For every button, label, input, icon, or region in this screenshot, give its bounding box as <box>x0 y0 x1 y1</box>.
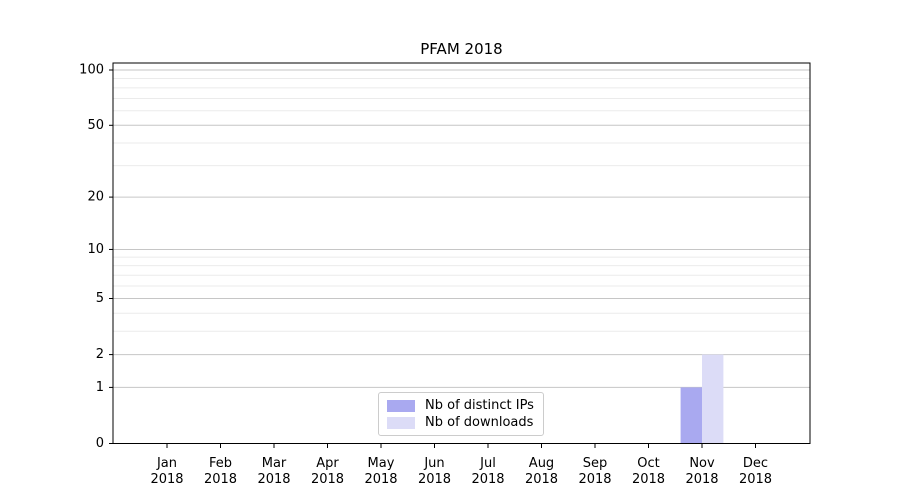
legend-swatch-distinct-ips <box>387 399 415 412</box>
x-tick-label-month: Jan <box>156 456 177 471</box>
y-tick-label: 100 <box>79 63 104 78</box>
legend-label-downloads: Nb of downloads <box>425 415 534 430</box>
legend-swatch-downloads <box>387 416 415 429</box>
bars <box>680 354 724 444</box>
axes-spines <box>112 62 811 444</box>
x-tick-label-year: 2018 <box>150 472 183 487</box>
y-tick-label: 2 <box>96 347 104 362</box>
bar-nov-downloads <box>702 354 724 444</box>
x-tick-label-year: 2018 <box>471 472 504 487</box>
x-tick-label-month: Dec <box>743 456 768 471</box>
y-tick-label: 50 <box>87 118 104 133</box>
legend-label-distinct-ips: Nb of distinct IPs <box>425 398 534 413</box>
y-tick-label: 10 <box>87 242 104 257</box>
legend-row-distinct-ips: Nb of distinct IPs <box>387 398 535 413</box>
x-tick-label-year: 2018 <box>311 472 344 487</box>
bar-nov-distinct-ips <box>680 387 702 444</box>
chart-title: PFAM 2018 <box>420 40 503 58</box>
x-tick-label-month: Jun <box>423 456 444 471</box>
y-tick-label: 1 <box>96 380 104 395</box>
y-tick-label: 5 <box>96 291 104 306</box>
x-tick-label-month: Aug <box>529 456 554 471</box>
legend: Nb of distinct IPs Nb of downloads <box>378 392 544 436</box>
x-tick-label-month: Jul <box>479 456 496 471</box>
x-tick-label-month: Oct <box>637 456 659 471</box>
y-axis: 0 1 2 5 10 20 50 100 <box>79 63 113 451</box>
y-tick-label: 20 <box>87 190 104 205</box>
x-tick-label-month: Nov <box>689 456 715 471</box>
x-tick-label-month: Feb <box>209 456 232 471</box>
x-tick-label-month: Mar <box>262 456 287 471</box>
x-tick-label-year: 2018 <box>525 472 558 487</box>
x-tick-label-month: May <box>368 456 395 471</box>
x-tick-label-year: 2018 <box>739 472 772 487</box>
gridlines-minor <box>113 77 810 332</box>
gridlines-major <box>113 69 810 388</box>
x-tick-label-month: Apr <box>316 456 339 471</box>
x-tick-label-year: 2018 <box>257 472 290 487</box>
x-axis: Jan2018Feb2018Mar2018Apr2018May2018Jun20… <box>150 443 772 487</box>
x-tick-label-year: 2018 <box>632 472 665 487</box>
x-tick-label-year: 2018 <box>204 472 237 487</box>
x-tick-label-year: 2018 <box>685 472 718 487</box>
x-tick-label-year: 2018 <box>578 472 611 487</box>
x-tick-label-month: Sep <box>583 456 608 471</box>
x-tick-label-year: 2018 <box>364 472 397 487</box>
y-tick-label: 0 <box>96 436 104 451</box>
legend-row-downloads: Nb of downloads <box>387 415 535 430</box>
x-tick-label-year: 2018 <box>418 472 451 487</box>
